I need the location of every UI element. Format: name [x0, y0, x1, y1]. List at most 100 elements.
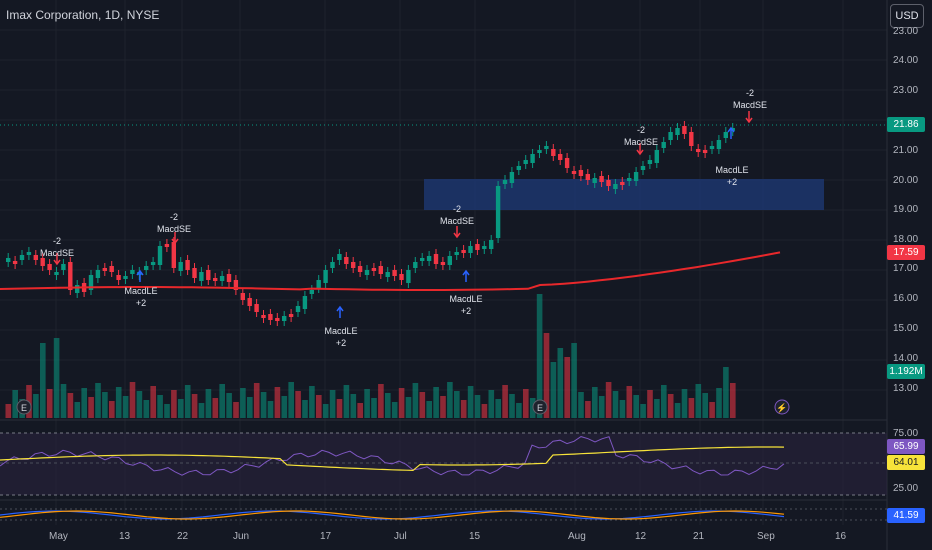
volume-bar — [267, 401, 274, 418]
volume-bar — [709, 402, 715, 418]
volume-bar — [198, 403, 205, 418]
signal-arrow — [462, 269, 470, 282]
candle-body — [571, 171, 577, 174]
candle-body — [426, 256, 432, 261]
volume-bar — [695, 384, 702, 418]
candle-body — [344, 257, 349, 264]
candle-body — [144, 266, 149, 270]
volume-bar — [626, 386, 633, 418]
volume-tag: 1.192M — [887, 364, 925, 379]
volume-bar — [730, 383, 736, 418]
volume-bar — [585, 401, 591, 418]
macd-short-annotation: -2 MacdSE — [732, 88, 767, 110]
candle-body — [606, 180, 611, 186]
volume-bar — [419, 392, 426, 418]
candle-body — [399, 274, 404, 280]
volume-bar — [447, 382, 453, 418]
earnings-marker-1: E — [16, 399, 32, 415]
candle-body — [633, 172, 639, 181]
volume-bar — [164, 404, 170, 418]
volume-bar — [426, 401, 432, 418]
volume-bar — [509, 394, 515, 418]
volume-bar — [688, 398, 695, 418]
price-label: 19.00 — [893, 204, 919, 215]
chart-title: Imax Corporation, 1D, NYSE — [6, 8, 160, 22]
volume-bar — [378, 384, 384, 418]
candle-body — [544, 146, 549, 149]
candle-body — [75, 285, 80, 293]
volume-bar — [102, 392, 108, 418]
macd-tag: 41.59 — [887, 508, 925, 523]
candle-body — [723, 132, 728, 138]
volume-bar — [723, 367, 729, 418]
candle-body — [109, 266, 114, 272]
volume-bar — [571, 343, 577, 418]
volume-bar — [440, 396, 446, 418]
macd-short-annotation: -2 MacdSE — [39, 236, 74, 258]
candle-body — [88, 275, 94, 290]
volume-bar — [46, 389, 53, 418]
candle-body — [33, 255, 38, 260]
time-label: Aug — [568, 531, 586, 542]
time-label: Jun — [233, 531, 250, 542]
candle-body — [323, 270, 328, 283]
price-label: 24.00 — [893, 55, 919, 66]
volume-bar — [598, 396, 605, 418]
candle-body — [123, 276, 128, 279]
ma-value-tag: 17.59 — [887, 245, 925, 260]
macd-short-annotation: -2 MacdSE — [156, 212, 191, 234]
candle-body — [54, 272, 59, 275]
candle-body — [551, 149, 556, 156]
volume-bars — [5, 294, 736, 418]
volume-bar — [260, 392, 267, 418]
candle-body — [392, 270, 397, 276]
time-label: 16 — [835, 531, 847, 542]
svg-text:⚡: ⚡ — [776, 402, 787, 414]
signal-arrow — [336, 305, 344, 318]
volume-bar — [557, 348, 564, 418]
volume-bar — [550, 362, 557, 418]
volume-bar — [322, 404, 329, 418]
volume-bar — [412, 383, 419, 418]
volume-bar — [681, 389, 688, 418]
volume-bar — [619, 400, 626, 418]
volume-bar — [5, 404, 12, 418]
rsi-ma-line — [0, 446, 785, 472]
candle-body — [282, 316, 287, 321]
candle-body — [564, 158, 570, 168]
volume-bar — [109, 401, 115, 418]
macd-short-annotation: -2 MacdSE — [439, 204, 474, 226]
volume-bar — [343, 385, 350, 418]
time-label: Sep — [757, 531, 775, 542]
volume-bar — [240, 388, 246, 418]
volume-bar — [274, 387, 281, 418]
candle-body — [295, 306, 301, 312]
candle-body — [330, 262, 335, 268]
rsi-line — [0, 436, 785, 476]
volume-bar — [40, 343, 46, 418]
candle-body — [709, 146, 715, 149]
candle-body — [640, 166, 646, 170]
volume-bar — [364, 389, 370, 418]
volume-bar — [654, 399, 660, 418]
candle-body — [489, 240, 494, 249]
time-label: 12 — [635, 531, 647, 542]
price-label: 15.00 — [893, 323, 919, 334]
volume-bar — [81, 388, 87, 418]
candle-body — [102, 268, 107, 271]
volume-bar — [405, 397, 412, 418]
candle-body — [357, 266, 363, 272]
candle-body — [447, 256, 452, 265]
volume-bar — [88, 397, 94, 418]
volume-bar — [495, 399, 501, 418]
volume-bar — [219, 384, 225, 418]
volume-bar — [605, 382, 612, 418]
candle-body — [558, 154, 563, 160]
candle-body — [716, 140, 722, 149]
volume-bar — [578, 392, 584, 418]
candles — [6, 121, 735, 326]
currency-button[interactable]: USD — [890, 4, 924, 28]
price-label: 14.00 — [893, 353, 919, 364]
